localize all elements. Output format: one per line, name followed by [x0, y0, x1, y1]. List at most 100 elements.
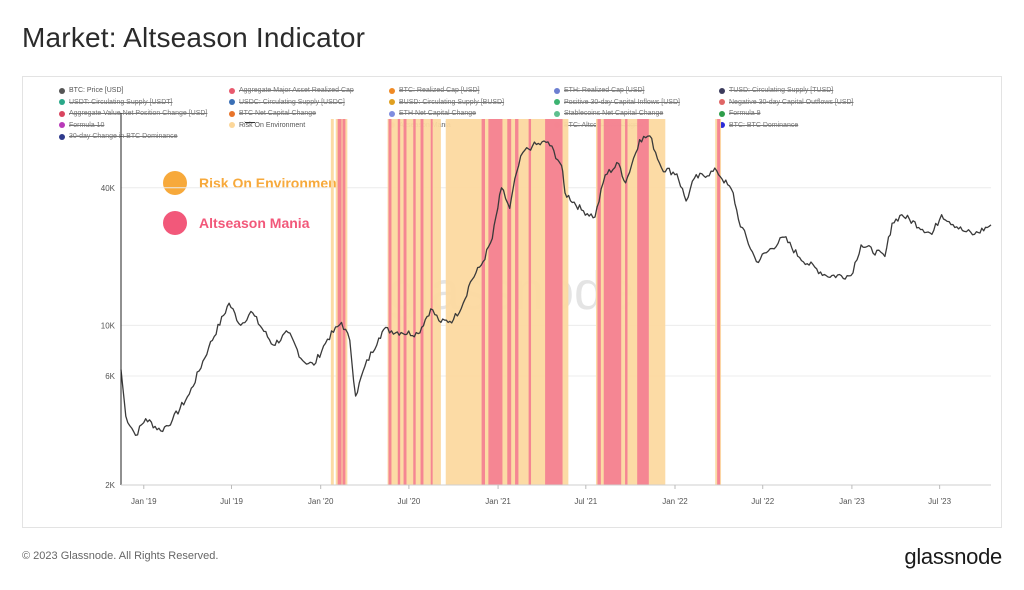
legend-item[interactable]: USDT: Circulating Supply [USDT]	[59, 99, 172, 106]
callout-altseason: Altseason Mania	[163, 211, 309, 235]
band-altseason	[430, 119, 433, 485]
legend-label: TUSD: Circulating Supply [TUSD]	[729, 87, 834, 94]
page-title: Market: Altseason Indicator	[22, 22, 366, 53]
footer-copyright: © 2023 Glassnode. All Rights Reserved.	[22, 550, 219, 562]
band-altseason	[413, 119, 416, 485]
line-swatch-icon	[245, 121, 255, 123]
band-altseason	[528, 119, 532, 485]
chart-frame: BTC: Price [USD] Aggregate Major Asset Re…	[22, 76, 1002, 528]
legend-dot-icon	[719, 122, 725, 128]
legend-item[interactable]: BTC: BTC Dominance	[719, 122, 798, 129]
legend-label: BTC: BTC Dominance	[729, 121, 799, 129]
legend-dot-icon	[554, 110, 560, 117]
legend-dot-icon	[554, 99, 560, 105]
legend-item[interactable]: Negative 30-day Capital Outflows [USD]	[719, 99, 854, 106]
legend-dot-icon	[229, 110, 235, 117]
x-tick-label: Jul '20	[397, 497, 420, 506]
legend-item[interactable]: Positive 30-day Capital Inflows [USD]	[554, 99, 680, 106]
legend-label: BTC: Price [USD]	[69, 87, 124, 94]
band-risk-on	[330, 119, 334, 485]
legend-item[interactable]: BTC: Realized Cap [USD]	[389, 87, 480, 94]
risk-on-dot-icon	[163, 171, 187, 195]
indicator-bands	[330, 119, 722, 485]
band-altseason	[488, 119, 503, 485]
y-tick-label: 40K	[101, 184, 116, 193]
legend-dot-icon	[389, 110, 395, 117]
band-altseason	[420, 119, 424, 485]
legend-item[interactable]: BTC Net Capital Change	[229, 110, 316, 117]
legend-label: Negative 30-day Capital Outflows [USD]	[729, 98, 854, 106]
legend-item[interactable]: BUSD: Circulating Supply [BUSD]	[389, 99, 504, 106]
legend-dot-icon	[389, 87, 395, 94]
legend-dot-icon	[719, 99, 725, 105]
band-altseason	[507, 119, 512, 485]
legend-dot-icon	[719, 110, 725, 117]
x-tick-label: Jul '23	[928, 497, 951, 506]
y-tick-label: 10K	[101, 321, 116, 330]
x-tick-label: Jan '23	[839, 497, 865, 506]
legend-item[interactable]: Stablecoins Net Capital Change	[554, 110, 663, 117]
legend-label: Formula 9	[729, 110, 761, 117]
x-tick-label: Jul '22	[751, 497, 774, 506]
band-altseason	[342, 119, 346, 485]
band-altseason	[388, 119, 392, 485]
band-altseason	[481, 119, 485, 485]
legend-item[interactable]: 30-day Change in BTC Dominance	[59, 133, 178, 140]
legend-dot-icon	[554, 87, 560, 94]
band-altseason	[603, 119, 622, 485]
x-tick-label: Jan '22	[662, 497, 688, 506]
legend-line-swatch	[241, 121, 255, 123]
glassnode-logo[interactable]: glassnode	[904, 544, 1002, 569]
legend-item[interactable]: Aggregate Value Net Position Change [USD…	[59, 110, 207, 117]
legend-label: Formula 10	[69, 121, 105, 129]
axes: 2K 6K 10K 40K Jan '19 Jul '19 Jan '20 Jul '20 Ja…	[101, 113, 991, 506]
band-altseason	[597, 119, 601, 485]
callout-risk-on: Risk On Environment	[163, 171, 341, 195]
legend-label: BTC Net Capital Change	[239, 110, 317, 117]
legend-label: Aggregate Major Asset Realized Cap	[239, 87, 354, 94]
callout-altseason-label: Altseason Mania	[199, 215, 310, 231]
legend-dot-icon	[229, 99, 235, 105]
x-tick-label: Jul '19	[220, 497, 243, 506]
legend-dot-icon	[59, 87, 65, 94]
legend-item[interactable]: TUSD: Circulating Supply [TUSD]	[719, 87, 833, 94]
legend-item[interactable]: Risk On Environment	[229, 122, 305, 129]
legend-dot-icon	[229, 122, 235, 128]
legend-dot-icon	[389, 99, 395, 105]
band-altseason	[337, 119, 342, 485]
legend-item[interactable]: USDC: Circulating Supply [USDC]	[229, 99, 345, 106]
price-line-group	[120, 135, 992, 436]
legend-label: ETH: Realized Cap [USD]	[564, 87, 645, 94]
x-tick-label: Jul '21	[574, 497, 597, 506]
band-altseason	[625, 119, 628, 485]
legend-item[interactable]: Formula 10	[59, 122, 104, 129]
legend-label: Stablecoins Net Capital Change	[564, 110, 664, 117]
legend-dot-icon	[59, 133, 65, 140]
y-tick-label: 2K	[105, 481, 115, 490]
legend-item[interactable]: Aggregate Major Asset Realized Cap	[229, 87, 354, 94]
legend-dot-icon	[59, 122, 65, 128]
legend-dot-icon	[229, 87, 235, 94]
legend-label: Aggregate Value Net Position Change [USD…	[69, 110, 208, 117]
legend-label: Positive 30-day Capital Inflows [USD]	[564, 98, 680, 106]
altseason-dot-icon	[163, 211, 187, 235]
band-altseason	[403, 119, 407, 485]
band-altseason	[545, 119, 563, 485]
x-tick-label: Jan '19	[131, 497, 157, 506]
legend-label: BUSD: Circulating Supply [BUSD]	[399, 98, 505, 106]
legend-item[interactable]: BTC: Price [USD]	[59, 87, 123, 94]
legend-dot-icon	[59, 99, 65, 105]
legend-item[interactable]: ETH Net Capital Change	[389, 110, 476, 117]
band-altseason	[397, 119, 401, 485]
legend-item[interactable]: ETH: Realized Cap [USD]	[554, 87, 645, 94]
btc-price-line	[120, 135, 992, 436]
callout-risk-on-label: Risk On Environment	[199, 175, 342, 191]
x-tick-label: Jan '20	[308, 497, 334, 506]
legend-item[interactable]: Formula 9	[719, 110, 761, 117]
legend-label: USDT: Circulating Supply [USDT]	[69, 98, 173, 106]
x-tick-label: Jan '21	[485, 497, 511, 506]
band-altseason	[717, 119, 721, 485]
legend-label: 30-day Change in BTC Dominance	[69, 133, 178, 140]
legend-label: USDC: Circulating Supply [USDC]	[239, 98, 345, 106]
